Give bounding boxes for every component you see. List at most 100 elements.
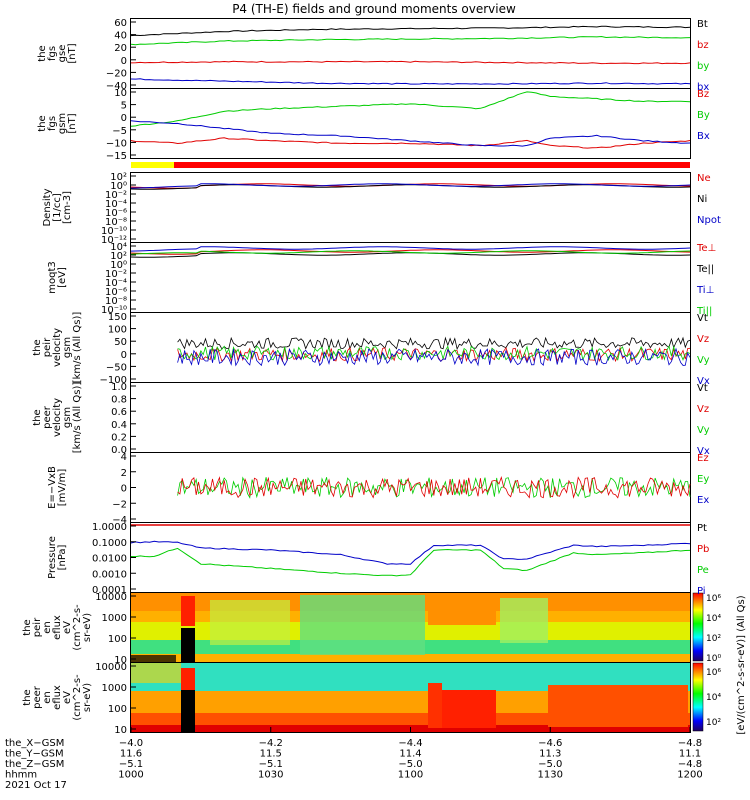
ylabel-density-0: Density xyxy=(42,188,53,226)
ylabel-peir-spectrogram-3: eflux xyxy=(52,615,63,640)
legend-peir-velocity-2: Vy xyxy=(697,355,710,366)
ytick-density-2: 10⁻² xyxy=(105,190,127,201)
ytick-fgs-gse-0: 60 xyxy=(114,18,127,29)
ytick-efield-1: 2 xyxy=(121,468,127,479)
ytick-peir-velocity-3: 0 xyxy=(121,350,127,361)
ylabel-peer-spectrogram-2: en xyxy=(42,691,53,704)
peer-spectrogram-frame xyxy=(130,662,691,733)
legend-fgs-gse-2: by xyxy=(697,61,709,72)
trace-peir-velocity-0 xyxy=(177,336,691,351)
legend-fgs-gse-1: bz xyxy=(697,40,709,51)
xaxis-value-1-0: −4.2 xyxy=(259,738,283,749)
peer-spectrogram-cool-left xyxy=(131,663,181,683)
ytick-fgs-gsm-5: −15 xyxy=(106,151,127,162)
ylabel-pressure-1: [nPa] xyxy=(57,544,68,570)
peir-spectrogram-floor xyxy=(131,655,176,662)
legend-density-2: Npot xyxy=(697,215,721,226)
ylabel-peer-spectrogram-5: (cm^2-s- xyxy=(72,674,83,721)
ylabel-peir-spectrogram-6: sr-eV) xyxy=(82,613,93,642)
legend-efield-1: Ey xyxy=(697,474,709,485)
series-fgs-gsm-Bx xyxy=(130,120,691,147)
ytick-temperature-6: 10⁻⁸ xyxy=(105,296,127,307)
xaxis-value-1-3: 1030 xyxy=(258,770,283,781)
peer-spectrogram-gap xyxy=(181,690,195,732)
ytick-fgs-gse-2: 20 xyxy=(114,43,127,54)
ylabel-peer-velocity-2: velocity xyxy=(52,398,63,437)
panel-fgs-gse-frame xyxy=(130,18,691,89)
xaxis-value-2-3: 1100 xyxy=(398,770,423,781)
ylabel-peer-spectrogram-6: sr-eV) xyxy=(82,683,93,712)
legend-peer-velocity-3: Vx xyxy=(697,446,710,457)
noisy-traces xyxy=(130,183,691,499)
ytick-pressure-3: 0.0010 xyxy=(92,569,127,580)
ytick-peer-velocity-2: 0.6 xyxy=(111,407,127,418)
legend-temperature-3: Ti|| xyxy=(696,306,712,317)
legend-pressure-3: Pi xyxy=(697,586,706,597)
ytick-efield-0: 4 xyxy=(121,452,127,463)
peer-spectrogram-hot-3 xyxy=(548,685,688,727)
trace-density-2 xyxy=(130,183,691,189)
xaxis-value-4-3: 1200 xyxy=(677,770,702,781)
xaxis-value-2-0: −4.4 xyxy=(398,738,422,749)
ylabel-efield-0: E=−VxB xyxy=(47,466,58,509)
ytick-temperature-3: 10⁻² xyxy=(105,269,127,280)
legend-fgs-gsm-2: Bx xyxy=(697,131,710,142)
colorbar-bottom-tick-0: 10⁶ xyxy=(706,668,721,678)
ylabel-density-1: [1/cc] xyxy=(52,193,63,222)
panel-legends: BtbzbybxBzByBxNeNiNpotTe⊥Te||Ti⊥Ti||VtVz… xyxy=(696,19,721,597)
ytick-fgs-gsm-1: 5 xyxy=(121,101,127,112)
ytick-peer-velocity-3: 0.4 xyxy=(111,420,127,431)
ytick-fgs-gse-1: 40 xyxy=(114,31,127,42)
ylabel-peir-spectrogram-1: peir xyxy=(32,617,43,637)
ylabel-fgs-gse-2: gse xyxy=(57,45,68,63)
ylabel-fgs-gse-0: the xyxy=(37,45,48,61)
figure-title: P4 (TH-E) fields and ground moments over… xyxy=(232,2,516,16)
peer-spectrogram-hot-2 xyxy=(442,690,496,728)
ylabel-peer-spectrogram-4: eV xyxy=(62,691,73,704)
trace-temperature-3 xyxy=(130,250,691,255)
ytick-fgs-gse-4: −20 xyxy=(106,68,127,79)
ytick-density-1: 10⁰ xyxy=(110,181,127,192)
legend-efield-2: Ex xyxy=(697,495,709,506)
xaxis-value-3-0: −4.6 xyxy=(538,738,562,749)
legend-pressure-0: Pt xyxy=(697,523,707,534)
series-pressure-Pi xyxy=(130,540,691,565)
legend-fgs-gse-0: Bt xyxy=(697,19,708,30)
xaxis-value-2-2: −5.0 xyxy=(398,759,422,770)
series-pressure-Pe xyxy=(130,547,691,577)
series-fgs-gse-bz xyxy=(130,60,691,65)
colorbar-label: [eV/(cm^2-s-sr-eV)] (All Qs) xyxy=(736,595,747,734)
ytick-peer-spectrogram-2: 100 xyxy=(108,704,127,715)
ylabel-fgs-gsm-2: gsm xyxy=(57,113,68,134)
legend-efield-0: Ez xyxy=(697,453,709,464)
ylabel-peer-velocity-3: gsm xyxy=(62,407,73,428)
panel-density-frame xyxy=(130,172,691,243)
trace-peir-velocity-2 xyxy=(177,345,691,362)
peir-spectrogram xyxy=(130,592,691,663)
y-axis-labels: the fgs gse [nT]the fgs gsm [nT]Density [1/cc][… xyxy=(22,43,93,720)
xaxis-value-0-1: 11.6 xyxy=(120,749,142,760)
ytick-peer-velocity-5: 0.0 xyxy=(111,445,127,456)
xaxis-row-label-2: the_Z−GSM xyxy=(5,759,64,770)
ytick-peir-velocity-2: 50 xyxy=(114,337,127,348)
peir-spectrogram-red-strip xyxy=(181,596,195,626)
ytick-peir-velocity-4: −50 xyxy=(106,362,127,373)
xaxis-value-2-1: 11.4 xyxy=(399,749,421,760)
trace-temperature-2 xyxy=(130,246,691,252)
ylabel-fgs-gsm-3: [nT] xyxy=(67,113,78,133)
ylabel-peer-velocity-1: peer xyxy=(42,405,53,429)
ytick-efield-4: −4 xyxy=(112,515,127,526)
trace-peir-velocity-3 xyxy=(177,347,691,367)
legend-pressure-2: Pe xyxy=(697,565,709,576)
ylabel-peir-spectrogram-0: the xyxy=(22,619,33,635)
xaxis-value-3-3: 1130 xyxy=(538,770,563,781)
ylabel-peir-velocity-3: gsm xyxy=(62,337,73,358)
ylabel-temperature-0: moqt3 xyxy=(47,261,58,294)
ylabel-fgs-gse-1: fgs xyxy=(47,46,58,61)
legend-temperature-2: Ti⊥ xyxy=(696,285,714,296)
ytick-peir-velocity-5: −100 xyxy=(100,375,127,386)
ytick-temperature-7: 10⁻¹⁰ xyxy=(101,305,127,316)
xaxis-value-0-0: −4.0 xyxy=(119,738,143,749)
ylabel-temperature-1: [eV] xyxy=(57,267,68,288)
